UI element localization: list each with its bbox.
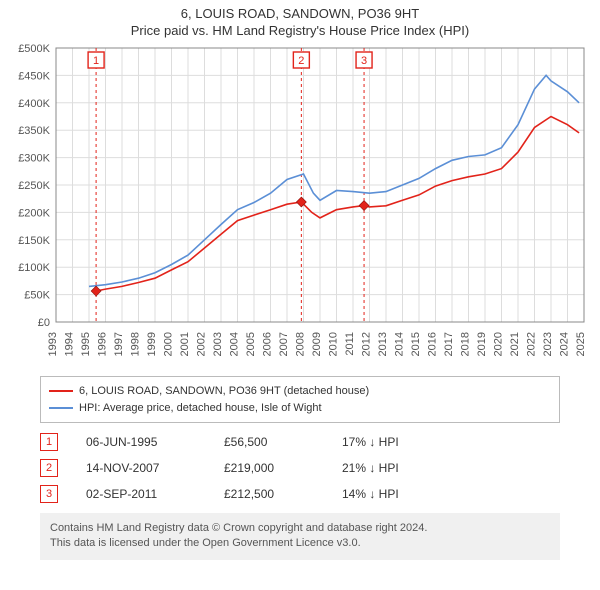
chart-titles: 6, LOUIS ROAD, SANDOWN, PO36 9HT Price p…	[0, 0, 600, 40]
legend-swatch	[49, 390, 73, 392]
x-tick-label: 2015	[410, 332, 422, 356]
attribution: Contains HM Land Registry data © Crown c…	[40, 513, 560, 560]
sales-row: 3 02-SEP-2011 £212,500 14% ↓ HPI	[40, 481, 560, 507]
x-tick-label: 2025	[575, 332, 587, 356]
x-tick-label: 2017	[443, 332, 455, 356]
sales-row-marker: 3	[40, 485, 58, 503]
x-tick-label: 1996	[97, 332, 109, 356]
x-tick-label: 2002	[196, 332, 208, 356]
x-tick-label: 2016	[427, 332, 439, 356]
sales-row-marker: 1	[40, 433, 58, 451]
legend: 6, LOUIS ROAD, SANDOWN, PO36 9HT (detach…	[40, 376, 560, 423]
x-tick-label: 1994	[64, 332, 76, 356]
y-tick-label: £350K	[18, 125, 50, 137]
x-tick-label: 2012	[361, 332, 373, 356]
y-tick-label: £250K	[18, 180, 50, 192]
x-tick-label: 2005	[245, 332, 257, 356]
x-tick-label: 2013	[377, 332, 389, 356]
legend-swatch	[49, 407, 73, 409]
sales-row-marker: 2	[40, 459, 58, 477]
sale-point-diamond	[359, 201, 369, 211]
x-tick-label: 2001	[179, 332, 191, 356]
x-tick-label: 1998	[130, 332, 142, 356]
y-tick-label: £300K	[18, 153, 50, 165]
y-tick-label: £50K	[24, 290, 50, 302]
x-tick-label: 2010	[328, 332, 340, 356]
sale-price: £56,500	[224, 435, 314, 449]
sale-pct: 14% ↓ HPI	[342, 487, 452, 501]
chart-container: £0 £50K £100K £150K £200K £250K £300K £350K £400…	[0, 40, 600, 370]
sales-row: 2 14-NOV-2007 £219,000 21% ↓ HPI	[40, 455, 560, 481]
sale-price: £212,500	[224, 487, 314, 501]
legend-row: HPI: Average price, detached house, Isle…	[49, 400, 551, 417]
sale-date: 06-JUN-1995	[86, 435, 196, 449]
y-tick-label: £100K	[18, 262, 50, 274]
legend-label: 6, LOUIS ROAD, SANDOWN, PO36 9HT (detach…	[79, 383, 369, 400]
legend-label: HPI: Average price, detached house, Isle…	[79, 400, 322, 417]
x-tick-label: 2018	[460, 332, 472, 356]
title-address: 6, LOUIS ROAD, SANDOWN, PO36 9HT	[8, 6, 592, 21]
x-tick-label: 1997	[113, 332, 125, 356]
x-tick-label: 2014	[394, 332, 406, 356]
sale-date: 02-SEP-2011	[86, 487, 196, 501]
sale-price: £219,000	[224, 461, 314, 475]
y-tick-label: £450K	[18, 70, 50, 82]
x-tick-label: 1999	[146, 332, 158, 356]
attribution-line1: Contains HM Land Registry data © Crown c…	[50, 521, 550, 536]
sale-date: 14-NOV-2007	[86, 461, 196, 475]
x-tick-label: 1995	[80, 332, 92, 356]
y-tick-label: £400K	[18, 98, 50, 110]
x-tick-label: 2020	[493, 332, 505, 356]
x-tick-label: 2007	[278, 332, 290, 356]
sale-pct: 17% ↓ HPI	[342, 435, 452, 449]
y-tick-label: £150K	[18, 235, 50, 247]
y-tick-label: £0	[38, 317, 50, 329]
series-subject	[96, 117, 579, 292]
x-tick-label: 2004	[229, 332, 241, 356]
sale-pct: 21% ↓ HPI	[342, 461, 452, 475]
x-tick-label: 2021	[509, 332, 521, 356]
sale-marker-number: 1	[93, 55, 99, 67]
sales-table: 1 06-JUN-1995 £56,500 17% ↓ HPI 2 14-NOV-2007…	[40, 429, 560, 507]
x-tick-label: 2000	[163, 332, 175, 356]
sale-marker-number: 3	[361, 55, 367, 67]
title-subtitle: Price paid vs. HM Land Registry's House …	[8, 23, 592, 38]
price-chart: £0 £50K £100K £150K £200K £250K £300K £350K £400…	[0, 40, 600, 370]
x-tick-label: 2022	[526, 332, 538, 356]
series-hpi	[89, 75, 579, 286]
x-tick-label: 1993	[47, 332, 59, 356]
x-tick-label: 2009	[311, 332, 323, 356]
x-tick-label: 2019	[476, 332, 488, 356]
y-tick-label: £200K	[18, 207, 50, 219]
x-tick-label: 2023	[542, 332, 554, 356]
x-tick-label: 2011	[344, 332, 356, 356]
x-tick-label: 2003	[212, 332, 224, 356]
sales-row: 1 06-JUN-1995 £56,500 17% ↓ HPI	[40, 429, 560, 455]
x-tick-label: 2008	[295, 332, 307, 356]
legend-row: 6, LOUIS ROAD, SANDOWN, PO36 9HT (detach…	[49, 383, 551, 400]
attribution-line2: This data is licensed under the Open Gov…	[50, 536, 550, 551]
y-tick-label: £500K	[18, 43, 50, 55]
sale-marker-number: 2	[298, 55, 304, 67]
x-tick-label: 2006	[262, 332, 274, 356]
x-tick-label: 2024	[559, 332, 571, 356]
